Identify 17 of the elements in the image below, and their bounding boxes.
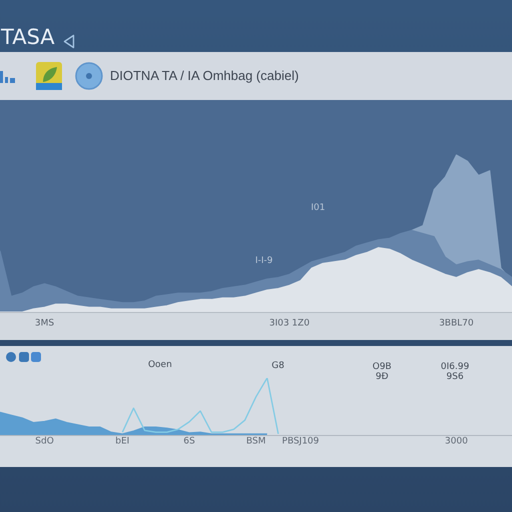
text: G8 xyxy=(270,361,286,371)
x-tick-label: BSM xyxy=(246,436,266,447)
chart-title: TASA xyxy=(1,25,55,49)
x-tick-label: 3BBL70 xyxy=(439,318,474,329)
x-tick-label: PBSJ109 xyxy=(282,436,320,447)
chart-subtitle: DIOTNA TA / IA Omhbag (cabiel) xyxy=(110,68,299,84)
x-tick-label: 3MS xyxy=(34,318,54,329)
x-tick-label: 3000 xyxy=(444,436,468,447)
annotation: I01 xyxy=(310,203,326,213)
x-tick-label: 3I03 1Z0 xyxy=(269,318,310,329)
x-tick-label: SdO xyxy=(35,436,54,447)
annotation: I-I-9 xyxy=(254,256,274,266)
text: Ooen xyxy=(147,360,173,370)
annotation: O9B 9Ð xyxy=(372,362,392,382)
annotation: 0I6.99 9S6 xyxy=(440,362,470,382)
x-tick-label: bEI xyxy=(115,436,130,447)
x-tick-label: 6S xyxy=(183,436,196,447)
